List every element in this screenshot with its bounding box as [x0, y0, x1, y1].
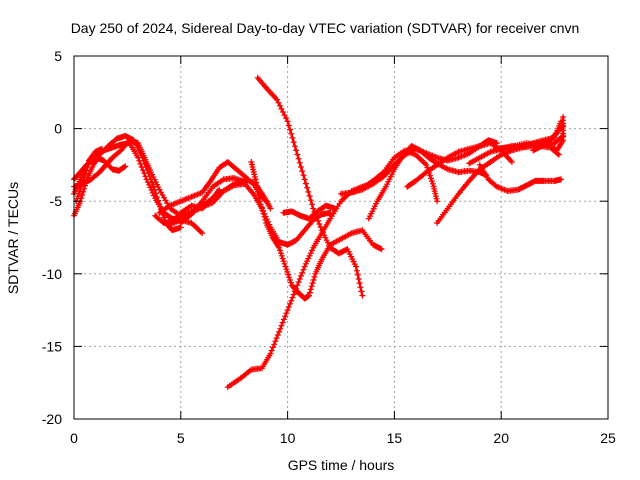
plus-markers [152, 186, 223, 226]
x-tick-labels: 0 5 10 15 20 25 [70, 430, 616, 446]
y-tick-label: -10 [42, 266, 62, 282]
plus-markers [224, 180, 376, 391]
series-markers-arc-21 [511, 140, 562, 158]
x-axis-label: GPS time / hours [288, 457, 395, 473]
series-markers-arc-7 [177, 175, 248, 226]
plus-markers [248, 159, 385, 302]
grid-lines [74, 56, 608, 419]
y-tick-label: 5 [54, 48, 62, 64]
series-line-arc-9 [256, 76, 364, 297]
plus-markers [254, 74, 366, 299]
series-markers-arc-8 [248, 159, 385, 302]
x-tick-label: 20 [493, 430, 509, 446]
y-tick-label: -15 [42, 338, 62, 354]
y-tick-label: -20 [42, 411, 62, 427]
x-tick-label: 25 [600, 430, 616, 446]
plus-markers [476, 161, 564, 194]
plus-markers [177, 175, 248, 226]
plot-frame [73, 55, 609, 420]
series-markers-arc-11 [280, 202, 338, 222]
y-axis-label: SDTVAR / TECUs [5, 182, 21, 294]
x-tick-label: 10 [280, 430, 296, 446]
y-tick-label: -5 [50, 193, 63, 209]
plus-markers [280, 202, 338, 222]
series-markers-arc-23 [152, 186, 223, 226]
y-tick-label: 0 [54, 121, 62, 137]
x-tick-label: 15 [387, 430, 403, 446]
series-markers-arc-19 [476, 161, 564, 194]
plus-markers [511, 140, 562, 158]
series-markers-arc-10 [224, 180, 376, 391]
series-markers-arc-9 [254, 74, 366, 299]
axis-ticks [73, 55, 609, 420]
x-tick-label: 0 [70, 430, 78, 446]
data-series [71, 74, 567, 391]
x-tick-label: 5 [177, 430, 185, 446]
chart-title: Day 250 of 2024, Sidereal Day-to-day VTE… [71, 20, 580, 36]
y-tick-labels: 5 0 -5 -10 -15 -20 [42, 48, 62, 427]
